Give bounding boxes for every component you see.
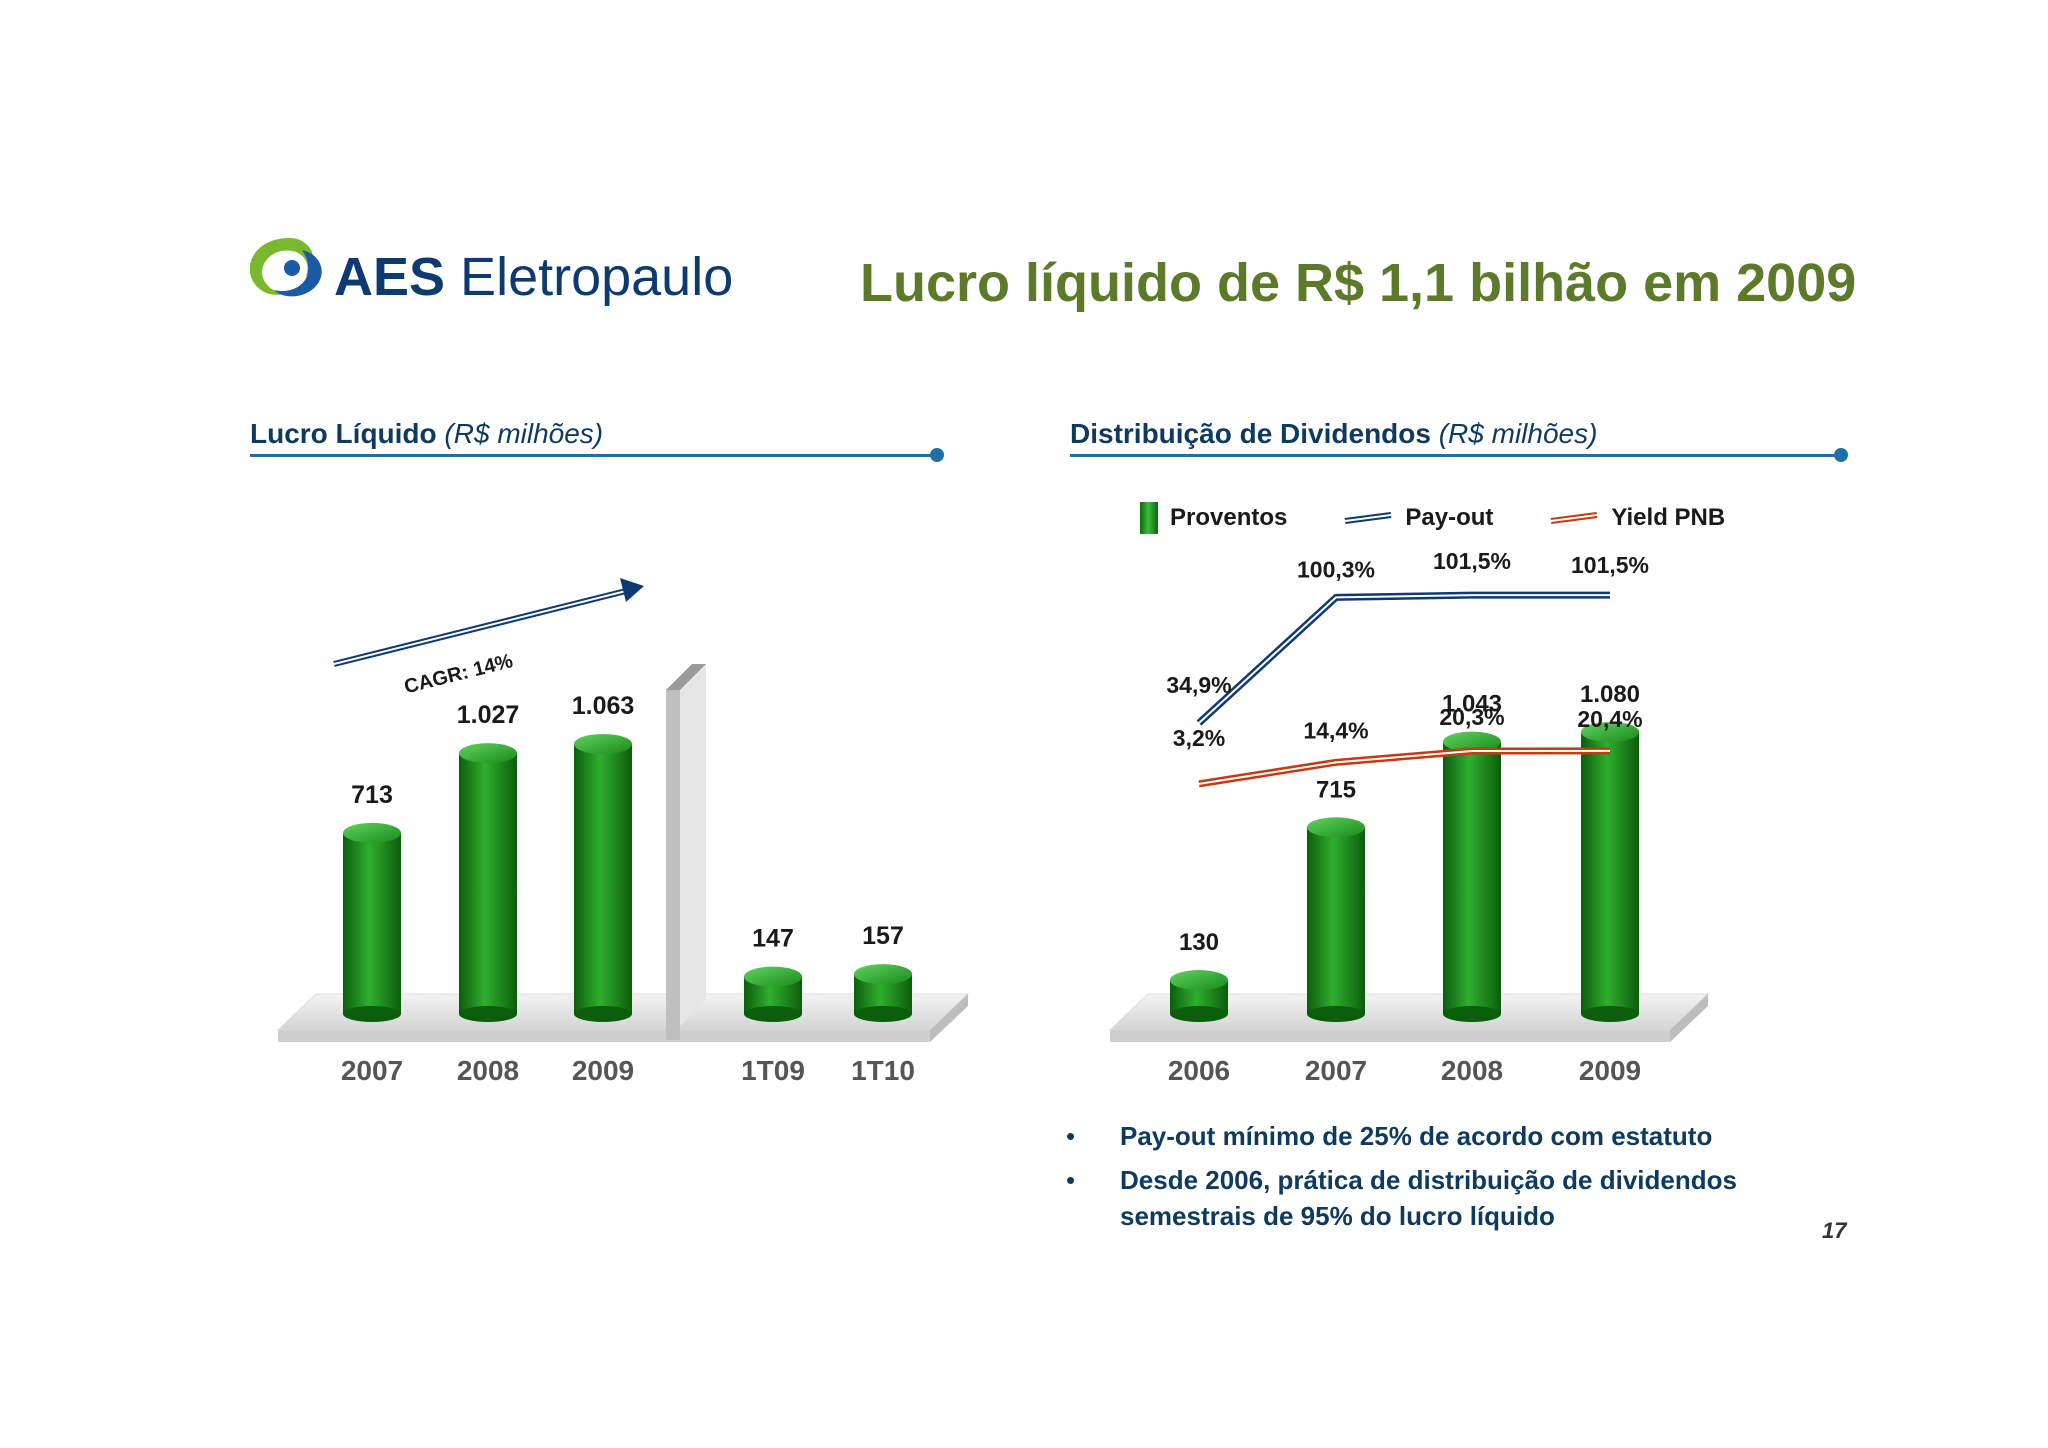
right-bar-value-label: 715	[1316, 776, 1356, 803]
right-chart-title-text: Distribuição de Dividendos	[1070, 418, 1431, 449]
bullet-icon: •	[1066, 1121, 1076, 1151]
right-bar-value-label: 130	[1179, 929, 1219, 956]
right-bar-2006-base	[1170, 1006, 1228, 1022]
left-bar-1T10-cap	[854, 964, 912, 985]
right-chart-rule-dot	[1834, 448, 1848, 462]
legend-label-yield: Yield PNB	[1611, 504, 1726, 531]
left-bar-2009-cap	[574, 734, 632, 754]
payout-line-point-label: 100,3%	[1297, 556, 1375, 582]
left-chart-unit: (R$ milhões)	[444, 418, 604, 449]
period-divider-top	[666, 664, 706, 690]
right-bar-2009	[1581, 732, 1639, 1014]
legend-item-payout: Pay-out	[1343, 504, 1493, 532]
yield-line-point-label: 20,3%	[1439, 704, 1504, 730]
yield-line-point-label: 3,2%	[1173, 725, 1225, 751]
payout-line-point-label: 34,9%	[1166, 672, 1231, 698]
left-x-tick-label: 2008	[457, 1055, 519, 1086]
left-bar-2007-base	[343, 1006, 401, 1022]
right-x-tick-label: 2006	[1168, 1055, 1230, 1086]
right-bar-value-label: 1.080	[1580, 681, 1640, 708]
legend-item-proventos: Proventos	[1140, 502, 1287, 534]
left-bar-1T10-base	[854, 1006, 912, 1022]
legend-swatch-payout	[1344, 512, 1392, 524]
cagr-arrow-inner	[333, 589, 631, 665]
legend-label-proventos: Proventos	[1170, 504, 1288, 531]
legend-item-yield: Yield PNB	[1549, 504, 1725, 532]
right-x-tick-label: 2007	[1305, 1055, 1367, 1086]
right-bar-2007-base	[1307, 1006, 1365, 1022]
left-chart-rule-dot	[930, 448, 944, 462]
left-bar-1T09-cap	[744, 966, 802, 987]
payout-line-point-label: 101,5%	[1571, 552, 1649, 578]
left-bar-2008-base	[459, 1006, 517, 1022]
note-text: Pay-out mínimo de 25% de acordo com esta…	[1120, 1121, 1713, 1151]
brand-logo-icon	[249, 238, 322, 297]
right-bar-2009-cap	[1581, 722, 1639, 742]
left-chart-rule	[250, 454, 938, 457]
left-bar-2009	[574, 744, 632, 1014]
page-number: 17	[1822, 1218, 1847, 1243]
left-x-tick-label: 1T09	[741, 1055, 805, 1086]
left-bar-value-label: 1.063	[572, 692, 635, 720]
left-bar-2009-base	[574, 1006, 632, 1022]
payout-line-point-label: 101,5%	[1433, 548, 1511, 574]
left-bar-1T09-base	[744, 1006, 802, 1022]
period-divider-side	[680, 664, 706, 1026]
right-bar-2007	[1307, 827, 1365, 1014]
left-bar-value-label: 713	[351, 781, 393, 809]
left-bar-value-label: 147	[752, 925, 794, 953]
right-chart-floor-side	[1670, 994, 1708, 1042]
left-chart-floor-side	[930, 994, 968, 1042]
brand-name-bold: AES	[334, 247, 446, 307]
cagr-annotation: CAGR: 14%	[402, 650, 515, 698]
left-bar-2008-cap	[459, 743, 517, 764]
bullet-icon: •	[1066, 1165, 1076, 1195]
right-bar-2008-cap	[1443, 731, 1501, 752]
brand-name: AES Eletropaulo	[334, 246, 733, 308]
chart-legend: Proventos Pay-out Yield PNB	[1140, 502, 1767, 534]
right-bar-2008-base	[1443, 1006, 1501, 1022]
right-x-tick-label: 2009	[1579, 1055, 1641, 1086]
notes-list: • Pay-out mínimo de 25% de acordo com est…	[1066, 1118, 1826, 1242]
cagr-arrow-head	[620, 578, 644, 602]
yield-line-point-label: 14,4%	[1303, 717, 1368, 743]
page-title: Lucro líquido de R$ 1,1 bilhão em 2009	[860, 253, 1857, 313]
right-chart-rule	[1070, 454, 1842, 457]
legend-label-payout: Pay-out	[1405, 504, 1494, 531]
right-chart-floor-edge	[1110, 1030, 1670, 1042]
left-chart-floor-edge	[278, 1030, 930, 1042]
note-item: • Desde 2006, prática de distribuição de …	[1066, 1162, 1826, 1234]
left-x-tick-label: 2009	[572, 1055, 634, 1086]
note-item: • Pay-out mínimo de 25% de acordo com est…	[1066, 1118, 1826, 1154]
right-bar-value-label: 1.043	[1442, 691, 1502, 718]
payout-line-highlight	[1198, 594, 1610, 724]
left-bar-2007-cap	[343, 822, 401, 843]
right-bar-2009-base	[1581, 1006, 1639, 1022]
period-divider	[666, 690, 680, 1040]
brand-name-rest: Eletropaulo	[445, 247, 734, 307]
left-bar-2008	[459, 753, 517, 1014]
left-chart-title: Lucro Líquido (R$ milhões)	[250, 418, 603, 450]
yield-line-point-label: 20,4%	[1577, 706, 1642, 732]
right-bar-2007-cap	[1307, 817, 1365, 838]
legend-swatch-yield	[1551, 512, 1598, 524]
legend-swatch-bar	[1140, 502, 1158, 534]
yield-line-highlight	[1198, 749, 1611, 785]
payout-line	[1196, 591, 1610, 726]
note-text: Desde 2006, prática de distribuição de d…	[1120, 1165, 1737, 1231]
right-bar-2006-cap	[1170, 970, 1228, 991]
left-x-tick-label: 1T10	[851, 1055, 915, 1086]
left-x-tick-label: 2007	[341, 1055, 403, 1086]
right-chart-title: Distribuição de Dividendos (R$ milhões)	[1070, 418, 1597, 450]
left-bar-2007	[343, 832, 401, 1014]
left-bar-value-label: 1.027	[457, 701, 520, 729]
right-x-tick-label: 2008	[1441, 1055, 1503, 1086]
left-bar-value-label: 157	[862, 922, 904, 950]
left-chart-title-text: Lucro Líquido	[250, 418, 437, 449]
right-chart-unit: (R$ milhões)	[1438, 418, 1598, 449]
right-bar-2008	[1443, 741, 1501, 1014]
